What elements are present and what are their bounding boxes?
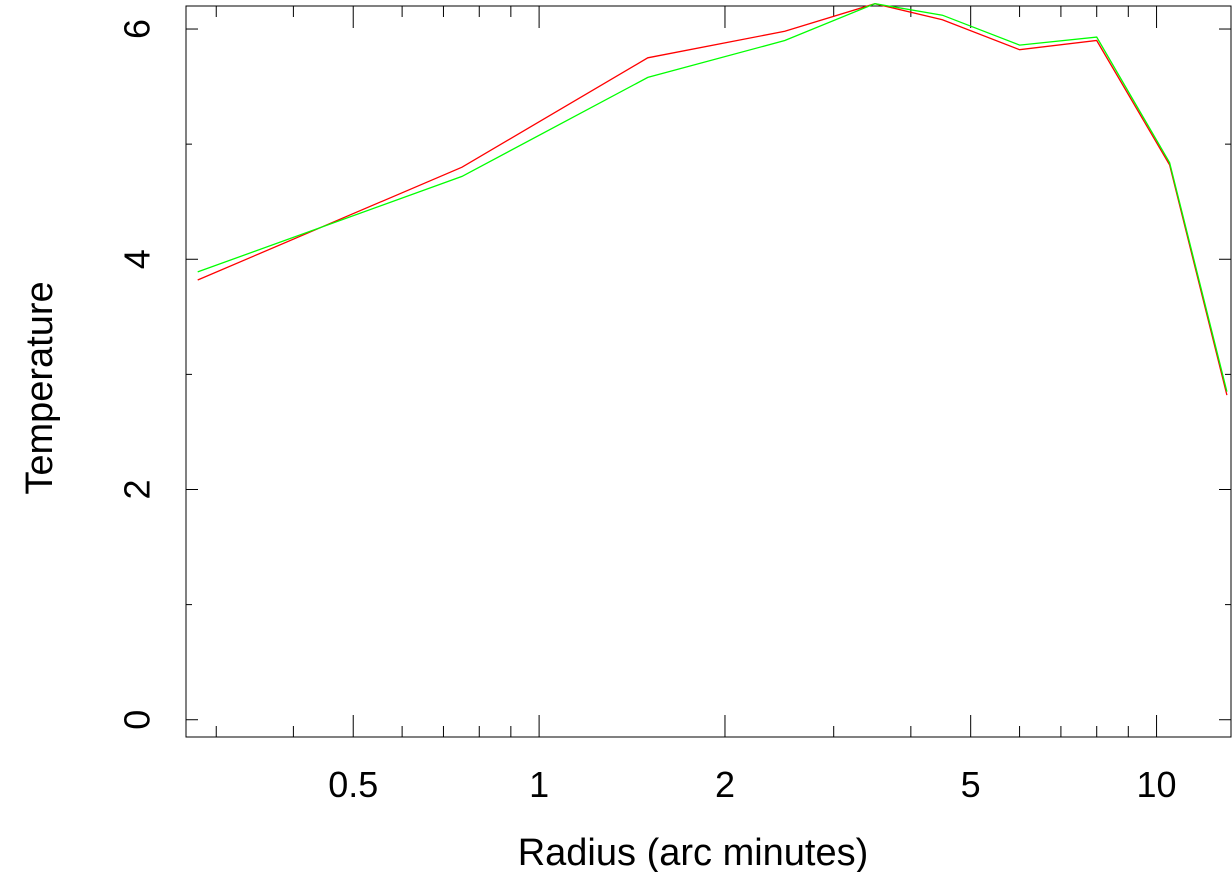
x-axis-label: Radius (arc minutes) <box>518 832 869 872</box>
red-series-line <box>197 3 1228 396</box>
green-series-line <box>197 3 1228 392</box>
y-tick-label: 4 <box>117 249 158 269</box>
plot-frame <box>185 5 1232 738</box>
y-axis-label: Temperature <box>19 281 61 494</box>
tick-labels: 0.5 1 2 5 10 0 2 4 6 <box>117 19 1177 805</box>
axis-ticks <box>186 6 1231 737</box>
x-tick-label: 2 <box>715 764 735 805</box>
x-tick-label: 1 <box>529 764 549 805</box>
y-tick-label: 2 <box>117 479 158 499</box>
x-tick-label: 10 <box>1137 764 1177 805</box>
series-lines <box>197 3 1228 396</box>
y-tick-label: 6 <box>117 19 158 39</box>
x-tick-label: 0.5 <box>328 764 378 805</box>
y-tick-label: 0 <box>117 710 158 730</box>
x-tick-label: 5 <box>961 764 981 805</box>
